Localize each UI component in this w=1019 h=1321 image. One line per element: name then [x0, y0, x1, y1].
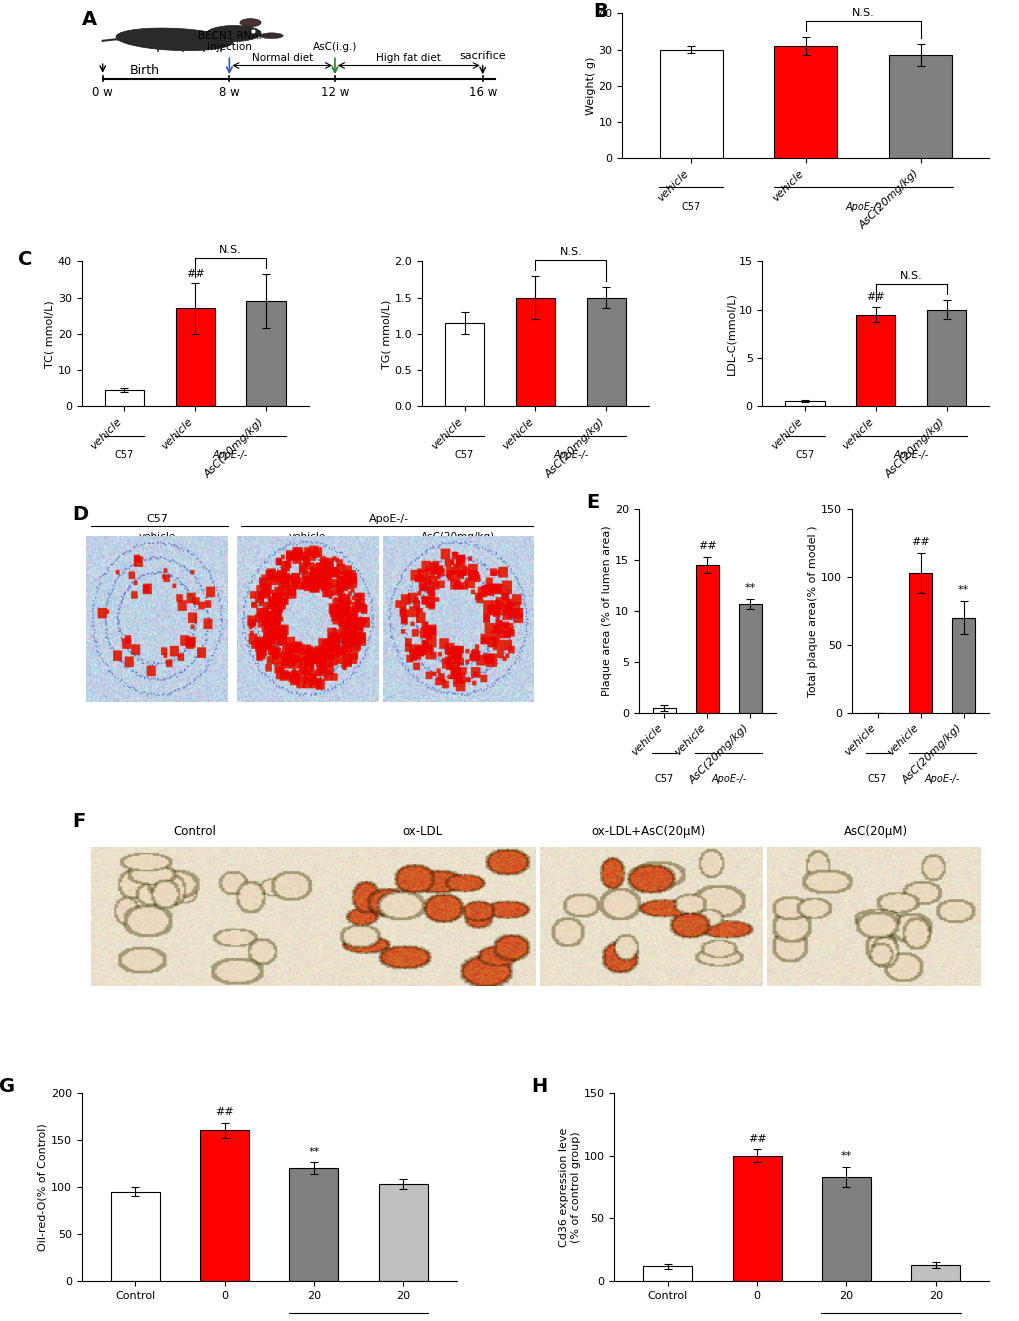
Y-axis label: Plaque area (% of lumen area): Plaque area (% of lumen area)	[601, 526, 611, 696]
Y-axis label: TC( mmol/L): TC( mmol/L)	[45, 300, 55, 367]
Ellipse shape	[239, 18, 261, 26]
Bar	[175, 309, 214, 407]
Text: vehicle: vehicle	[288, 531, 326, 542]
Text: C57: C57	[681, 202, 700, 211]
Text: AsC(20μM): AsC(20μM)	[843, 826, 907, 838]
Y-axis label: Weight( g): Weight( g)	[585, 57, 595, 115]
Ellipse shape	[260, 33, 283, 38]
Bar	[773, 46, 837, 159]
Text: N.S.: N.S.	[851, 8, 873, 18]
Text: D: D	[72, 505, 89, 524]
Text: A: A	[82, 11, 97, 29]
Text: H: H	[531, 1078, 547, 1096]
Bar	[110, 1192, 160, 1281]
Text: C57: C57	[146, 514, 168, 523]
Text: 50μm: 50μm	[902, 962, 930, 972]
Bar	[785, 400, 823, 407]
Text: ApoE-/-: ApoE-/-	[845, 202, 880, 211]
Text: G: G	[0, 1078, 15, 1096]
Text: F: F	[72, 812, 86, 831]
Ellipse shape	[116, 28, 232, 50]
Text: N.S.: N.S.	[559, 247, 582, 256]
Text: High fat diet: High fat diet	[376, 53, 441, 63]
Text: N.S.: N.S.	[899, 271, 922, 281]
Bar	[732, 1156, 781, 1281]
Text: ox-LDL: ox-LDL	[401, 826, 441, 838]
Text: C57: C57	[795, 450, 814, 460]
Bar	[738, 604, 761, 712]
Bar	[378, 1184, 427, 1281]
Text: AsC(20mg/kg): AsC(20mg/kg)	[421, 531, 494, 542]
Text: **: **	[840, 1151, 851, 1161]
Text: Normal diet: Normal diet	[252, 53, 313, 63]
Y-axis label: TG( mmol/L): TG( mmol/L)	[381, 300, 391, 369]
Text: **: **	[308, 1147, 319, 1157]
Bar	[908, 573, 931, 712]
Text: ApoE-/-: ApoE-/-	[213, 450, 248, 460]
Bar	[926, 309, 965, 407]
Text: ApoE-/-: ApoE-/-	[369, 514, 409, 523]
Text: N.S.: N.S.	[219, 246, 242, 255]
Text: C57: C57	[454, 450, 474, 460]
Text: C57: C57	[654, 774, 674, 783]
Y-axis label: LDL-C(mmol/L): LDL-C(mmol/L)	[726, 292, 736, 375]
Bar	[105, 390, 144, 407]
Text: ##: ##	[185, 268, 204, 279]
Y-axis label: Cd36 expression leve
(% of control group): Cd36 expression leve (% of control group…	[558, 1127, 580, 1247]
Bar	[652, 708, 676, 712]
Bar	[856, 314, 895, 407]
Bar	[516, 297, 554, 407]
Bar	[695, 565, 718, 712]
Bar	[951, 618, 974, 712]
Text: Birth: Birth	[129, 63, 160, 77]
Text: C57: C57	[114, 450, 133, 460]
Text: 0 w: 0 w	[93, 86, 113, 99]
Text: 8 w: 8 w	[219, 86, 239, 99]
Text: sacrifice: sacrifice	[459, 52, 505, 61]
Text: 200μm: 200μm	[478, 679, 505, 688]
Bar	[659, 49, 721, 159]
Bar	[821, 1177, 870, 1281]
Bar	[586, 297, 626, 407]
Text: **: **	[744, 583, 755, 593]
Text: vehicle: vehicle	[139, 531, 175, 542]
Text: E: E	[586, 493, 599, 513]
Text: ##: ##	[697, 542, 716, 551]
Bar	[444, 324, 484, 407]
Text: ##: ##	[910, 536, 929, 547]
Text: ApoE-/-: ApoE-/-	[893, 450, 928, 460]
Text: B: B	[592, 1, 607, 21]
Text: 16 w: 16 w	[468, 86, 496, 99]
Bar	[247, 301, 285, 407]
Text: AsC(i.g.): AsC(i.g.)	[313, 42, 357, 53]
Text: ox-LDL+AsC(20μM): ox-LDL+AsC(20μM)	[591, 826, 705, 838]
Text: **: **	[957, 585, 968, 596]
Bar	[643, 1267, 692, 1281]
Text: C: C	[18, 250, 33, 268]
Y-axis label: Oil-red-O(% of Control): Oil-red-O(% of Control)	[38, 1123, 48, 1251]
Bar	[910, 1266, 960, 1281]
Text: C57: C57	[867, 774, 887, 783]
Ellipse shape	[206, 25, 261, 41]
Bar	[889, 55, 951, 159]
Bar	[200, 1131, 249, 1281]
Text: Control: Control	[173, 826, 216, 838]
Text: 12 w: 12 w	[320, 86, 348, 99]
Text: ApoE-/-: ApoE-/-	[552, 450, 588, 460]
Y-axis label: Total plaque area(% of model ): Total plaque area(% of model )	[807, 526, 817, 696]
Text: BECN1 RNAi
injection: BECN1 RNAi injection	[198, 30, 261, 53]
Text: ##: ##	[215, 1107, 233, 1118]
Text: ##: ##	[747, 1133, 766, 1144]
Text: ApoE-/-: ApoE-/-	[710, 774, 746, 783]
Bar	[289, 1168, 338, 1281]
Text: ##: ##	[866, 292, 884, 303]
Text: ApoE-/-: ApoE-/-	[923, 774, 959, 783]
